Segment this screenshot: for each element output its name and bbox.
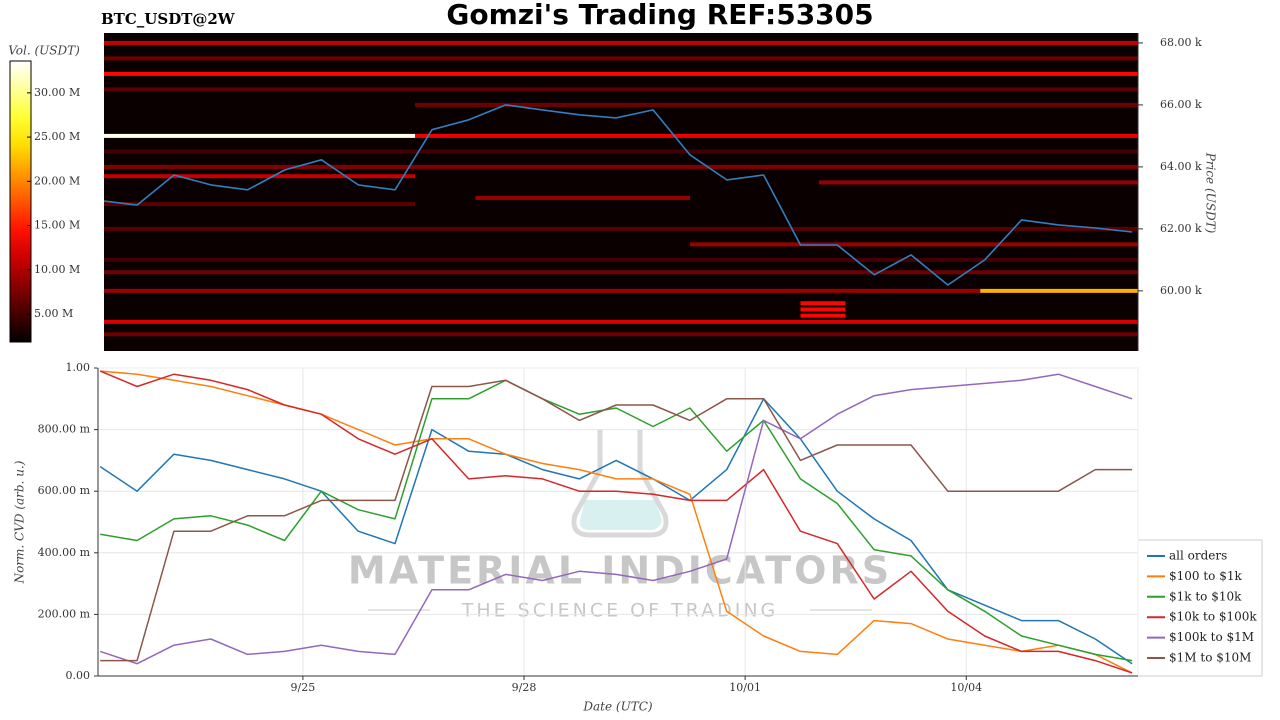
price-line [103,104,1133,286]
liquidity-band [104,56,1138,61]
y-axis-label: Price (USDT) [1204,152,1218,234]
watermark: MATERIAL INDICATORS THE SCIENCE OF TRADIN… [348,430,892,622]
cvd-line [100,370,1133,674]
liquidity-band [104,40,1138,45]
legend-label: $10k to $100k [1169,610,1257,624]
liquidity-band [689,242,1138,247]
x-tick-label: 9/25 [291,681,316,694]
y-tick-label: 62.00 k [1160,222,1202,235]
liquidity-band [104,288,981,293]
liquidity-band [104,226,1138,231]
liquidity-band [818,180,1138,185]
y-tick-label: 1.00 [66,361,91,374]
liquidity-band [104,257,1138,262]
cvd-line [99,370,1133,674]
liquidity-band [104,270,1138,275]
liquidity-band [104,174,416,179]
liquidity-band [104,71,1138,76]
colorbar-tick-label: 25.00 M [34,130,80,143]
legend-label: $100 to $1k [1169,569,1242,583]
y-tick-label: 66.00 k [1160,98,1202,111]
y-tick-label: 0.00 [66,669,91,682]
y-tick-label: 68.00 k [1160,36,1202,49]
x-tick-label: 9/28 [512,681,537,694]
watermark-icon [579,500,662,530]
y-tick-label: 64.00 k [1160,160,1202,173]
cvd-line [100,379,1133,662]
cvd-line [100,379,1133,662]
colorbar-label: Vol. (USDT) [8,44,80,58]
liquidity-band [980,288,1138,293]
watermark-text: MATERIAL INDICATORS [348,549,892,593]
y-tick-label: 200.00 m [38,607,91,620]
y-axis-label: Norm. CVD (arb. u.) [13,460,27,584]
colorbar-tick-label: 30.00 M [34,86,80,99]
liquidity-band [800,301,846,306]
y-tick-label: 400.00 m [38,546,91,559]
legend-label: $1k to $10k [1169,589,1242,603]
x-tick-label: 10/04 [950,681,982,694]
y-tick-label: 600.00 m [38,484,91,497]
colorbar-tick-label: 15.00 M [34,219,80,232]
x-axis-label: Date (UTC) [582,700,652,714]
y-tick-label: 800.00 m [38,423,91,436]
colorbar-tick-label: 5.00 M [34,307,73,320]
liquidity-band [415,102,1138,107]
liquidity-band [104,332,1138,337]
legend-label: $100k to $1M [1169,630,1254,644]
watermark-icon [571,430,669,538]
y-tick-label: 60.00 k [1160,284,1202,297]
liquidity-band [800,307,846,312]
x-tick-label: 10/01 [729,681,761,694]
heatmap-area [104,33,1138,351]
liquidity-band [800,313,846,318]
liquidity-band [415,133,1138,138]
cvd-line [99,398,1133,665]
liquidity-band [475,195,690,200]
legend-label: all orders [1169,549,1227,563]
watermark-text: THE SCIENCE OF TRADING [461,600,779,622]
subtitle: BTC_USDT@2W [101,10,236,28]
liquidity-band [104,202,416,207]
liquidity-band [104,133,416,138]
colorbar-tick-label: 20.00 M [34,174,80,187]
cvd-line [99,373,1133,665]
liquidity-band [104,164,1138,169]
colorbar-tick-label: 10.00 M [34,263,80,276]
colorbar [9,60,32,343]
legend-label: $1M to $10M [1169,651,1251,665]
liquidity-band [104,319,1138,324]
liquidity-band [104,149,1138,154]
chart-title: Gomzi's Trading REF:53305 [446,0,873,31]
liquidity-band [104,87,1138,92]
